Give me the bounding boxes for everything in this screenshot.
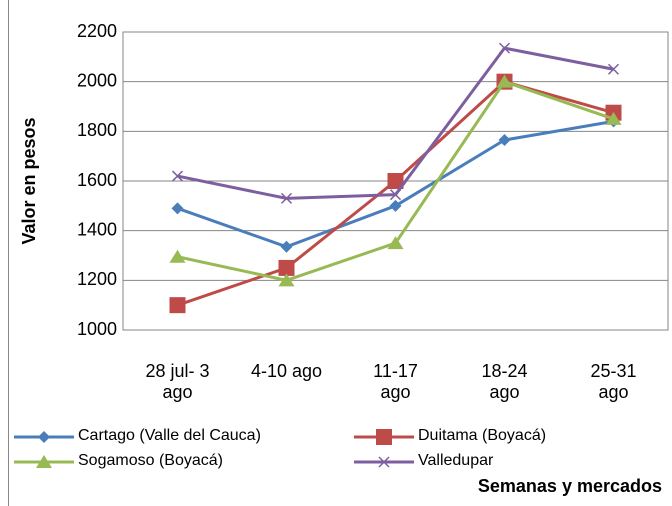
marker	[38, 431, 50, 443]
x-tick-label: 18-24 ago	[481, 361, 528, 402]
y-tick-label: 2200	[77, 21, 117, 41]
x-tick-label: 25-31 ago	[590, 361, 637, 402]
marker	[607, 63, 620, 75]
marker	[171, 170, 184, 182]
marker	[605, 111, 622, 125]
legend-label: Duitama (Boyacá)	[418, 427, 547, 444]
legend-label: Cartago (Valle del Cauca)	[78, 427, 261, 444]
y-tick-label: 1800	[77, 120, 117, 140]
y-tick-label: 1200	[77, 269, 117, 289]
marker	[278, 273, 295, 287]
y-tick-label: 1400	[77, 219, 117, 239]
marker	[376, 429, 392, 445]
marker	[280, 240, 293, 253]
x-tick-label: 11-17 ago	[373, 361, 418, 402]
y-axis-title: Valor en pesos	[19, 117, 39, 244]
legend-label: Valledupar	[418, 452, 494, 469]
marker	[169, 249, 186, 263]
y-tick-label: 1000	[77, 319, 117, 339]
marker	[387, 236, 404, 250]
marker	[36, 455, 52, 468]
marker	[389, 189, 402, 201]
x-tick-label: 4-10 ago	[250, 361, 323, 381]
marker	[278, 259, 295, 276]
marker	[389, 199, 402, 212]
x-axis-title: Semanas y mercados	[477, 476, 662, 496]
marker	[280, 192, 293, 204]
marker	[169, 297, 186, 314]
marker	[498, 42, 511, 54]
plot-border	[122, 31, 669, 331]
marker	[498, 134, 511, 147]
marker	[378, 456, 390, 468]
y-tick-label: 2000	[77, 70, 117, 90]
marker	[171, 202, 184, 215]
x-tick-label: 28 jul- 3 ago	[145, 361, 210, 402]
y-tick-label: 1600	[77, 170, 117, 190]
legend-label: Sogamoso (Boyacá)	[78, 452, 223, 469]
marker	[496, 74, 513, 88]
marker	[387, 173, 404, 189]
